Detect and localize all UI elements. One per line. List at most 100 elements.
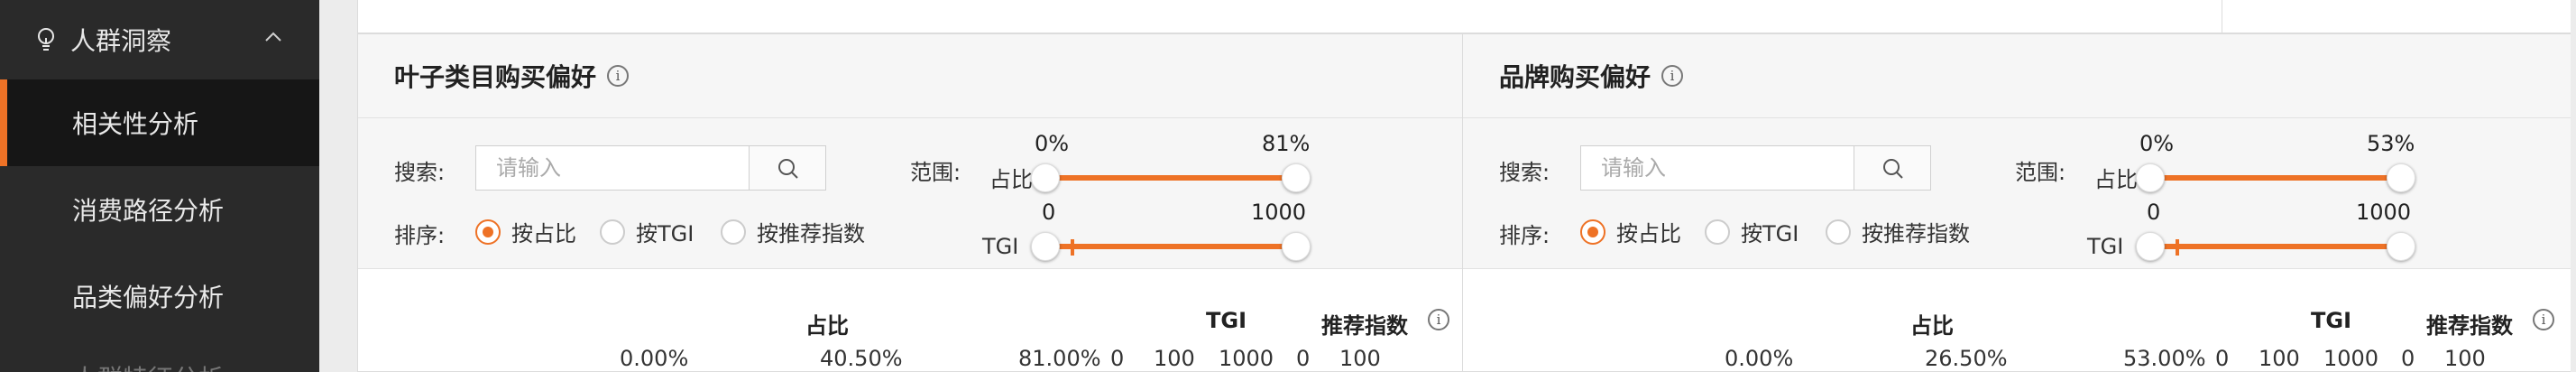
range-label: 范围:: [2015, 160, 2066, 185]
tgi-scale-mid: 100: [2259, 346, 2300, 371]
ratio-slider-label: 占比: [2094, 167, 2138, 192]
search-button[interactable]: [749, 145, 826, 191]
search-input[interactable]: 请输入: [475, 145, 750, 191]
radio-label: 按占比: [1616, 221, 1681, 246]
slider-min-handle[interactable]: [1031, 163, 1060, 192]
search-label: 搜索:: [394, 160, 446, 185]
sort-radio-tgi[interactable]: 按TGI: [600, 216, 694, 247]
ratio-range-slider[interactable]: [2136, 163, 2415, 192]
tgi-slider-label: TGI: [2087, 234, 2124, 259]
radio-label: 按占比: [511, 221, 576, 246]
sidebar-item-consumption-path[interactable]: 消费路径分析: [0, 166, 319, 253]
tgi-slider-label: TGI: [982, 234, 1019, 259]
radio-label: 按推荐指数: [757, 221, 865, 246]
sidebar-item-category-preference[interactable]: 品类偏好分析: [0, 253, 319, 339]
main-content: 叶子类目购买偏好 i 搜索: 请输入 排序: 按占比 按TGI: [319, 0, 2576, 372]
ratio-min-value: 0%: [2139, 131, 2175, 156]
sidebar-group-crowd-insight[interactable]: 人群洞察: [0, 0, 319, 79]
slider-max-handle[interactable]: [2387, 232, 2415, 261]
panel-header: 品牌购买偏好 i: [1463, 34, 2576, 118]
search-icon: [1883, 159, 1903, 179]
panel-header: 叶子类目购买偏好 i: [358, 34, 1462, 118]
info-icon[interactable]: i: [1661, 65, 1684, 87]
ratio-max-value: 81%: [1262, 131, 1311, 156]
sort-label: 排序:: [394, 223, 446, 248]
lightbulb-icon: [38, 28, 54, 51]
sort-radio-ratio[interactable]: 按占比: [1580, 216, 1681, 247]
column-header-recommend: 推荐指数: [1321, 313, 1408, 339]
sort-radio-recommend[interactable]: 按推荐指数: [721, 216, 865, 247]
slider-max-handle[interactable]: [1282, 163, 1311, 192]
sidebar-group-label: 人群洞察: [70, 26, 172, 56]
ratio-scale-min: 0.00%: [1725, 346, 1794, 371]
info-icon[interactable]: i: [2533, 309, 2554, 330]
ratio-slider-label: 占比: [989, 167, 1033, 192]
tgi-range-slider[interactable]: [1031, 232, 1311, 261]
tgi-scale-min: 0: [1110, 346, 1125, 371]
slider-min-handle[interactable]: [2136, 232, 2165, 261]
tgi-range-slider[interactable]: [2136, 232, 2415, 261]
ratio-scale-mid: 40.50%: [820, 346, 903, 371]
recommend-scale-min: 0: [2401, 346, 2415, 371]
sidebar-item-label: 相关性分析: [72, 109, 199, 139]
ratio-min-value: 0%: [1035, 131, 1070, 156]
sort-radio-recommend[interactable]: 按推荐指数: [1826, 216, 1970, 247]
column-header-tgi: TGI: [1206, 308, 1247, 333]
sidebar-item-label: 消费路径分析: [72, 196, 225, 226]
range-label: 范围:: [910, 160, 961, 185]
slider-max-handle[interactable]: [1282, 232, 1311, 261]
sidebar-item-crowd-features[interactable]: 人群特征分析: [0, 339, 319, 372]
slider-max-handle[interactable]: [2387, 163, 2415, 192]
radio-unchecked-icon: [1705, 219, 1730, 245]
sidebar-item-correlation-analysis[interactable]: 相关性分析: [0, 79, 319, 166]
info-icon[interactable]: i: [607, 65, 630, 87]
recommend-scale-max: 100: [2444, 346, 2486, 371]
ratio-scale-max: 53.00%: [2123, 346, 2206, 371]
tgi-scale-max: 1000: [2323, 346, 2379, 371]
radio-label: 按推荐指数: [1862, 221, 1970, 246]
tgi-min-value: 0: [2147, 200, 2161, 225]
page-scrollbar[interactable]: [2571, 0, 2576, 372]
radio-checked-icon: [475, 219, 501, 245]
previous-card-bottom: [357, 0, 2576, 33]
panel-title: 品牌购买偏好: [1499, 62, 1651, 92]
panel-title: 叶子类目购买偏好: [394, 62, 597, 92]
sidebar-item-label: 人群特征分析: [72, 359, 224, 372]
tgi-scale-max: 1000: [1219, 346, 1274, 371]
recommend-scale-min: 0: [1296, 346, 1311, 371]
column-header-ratio: 占比: [1910, 313, 1954, 339]
slider-track: [2150, 175, 2401, 181]
slider-tgi-100-marker: [2176, 239, 2179, 256]
recommend-scale-max: 100: [1339, 346, 1381, 371]
radio-checked-icon: [1580, 219, 1605, 245]
chevron-up-icon[interactable]: [263, 27, 283, 47]
slider-min-handle[interactable]: [2136, 163, 2165, 192]
slider-tgi-100-marker: [1071, 239, 1074, 256]
slider-track: [2150, 244, 2401, 249]
sort-radio-tgi[interactable]: 按TGI: [1705, 216, 1799, 247]
tgi-scale-min: 0: [2215, 346, 2230, 371]
column-header-tgi: TGI: [2311, 308, 2351, 333]
sidebar: 人群洞察 相关性分析 消费路径分析 品类偏好分析 人群特征分析: [0, 0, 319, 372]
radio-unchecked-icon: [600, 219, 625, 245]
radio-unchecked-icon: [721, 219, 746, 245]
radio-unchecked-icon: [1826, 219, 1851, 245]
tgi-max-value: 1000: [2356, 200, 2412, 225]
tgi-scale-mid: 100: [1154, 346, 1195, 371]
ratio-max-value: 53%: [2367, 131, 2415, 156]
info-icon[interactable]: i: [1428, 309, 1449, 330]
ratio-range-slider[interactable]: [1031, 163, 1311, 192]
leaf-category-preference-panel: 叶子类目购买偏好 i 搜索: 请输入 排序: 按占比 按TGI: [357, 33, 1463, 372]
search-button[interactable]: [1854, 145, 1931, 191]
panel-filters: 搜索: 请输入 排序: 按占比 按TGI 按推荐指数 范围:: [358, 118, 1462, 269]
search-label: 搜索:: [1499, 160, 1550, 185]
brand-preference-panel: 品牌购买偏好 i 搜索: 请输入 排序: 按占比 按TGI: [1463, 33, 2576, 372]
search-input[interactable]: 请输入: [1580, 145, 1854, 191]
sort-radio-ratio[interactable]: 按占比: [475, 216, 576, 247]
slider-min-handle[interactable]: [1031, 232, 1060, 261]
search-icon: [778, 159, 798, 179]
tgi-max-value: 1000: [1251, 200, 1307, 225]
sort-label: 排序:: [1499, 223, 1550, 248]
radio-label: 按TGI: [636, 221, 695, 246]
panel-filters: 搜索: 请输入 排序: 按占比 按TGI 按推荐指数 范围:: [1463, 118, 2576, 269]
